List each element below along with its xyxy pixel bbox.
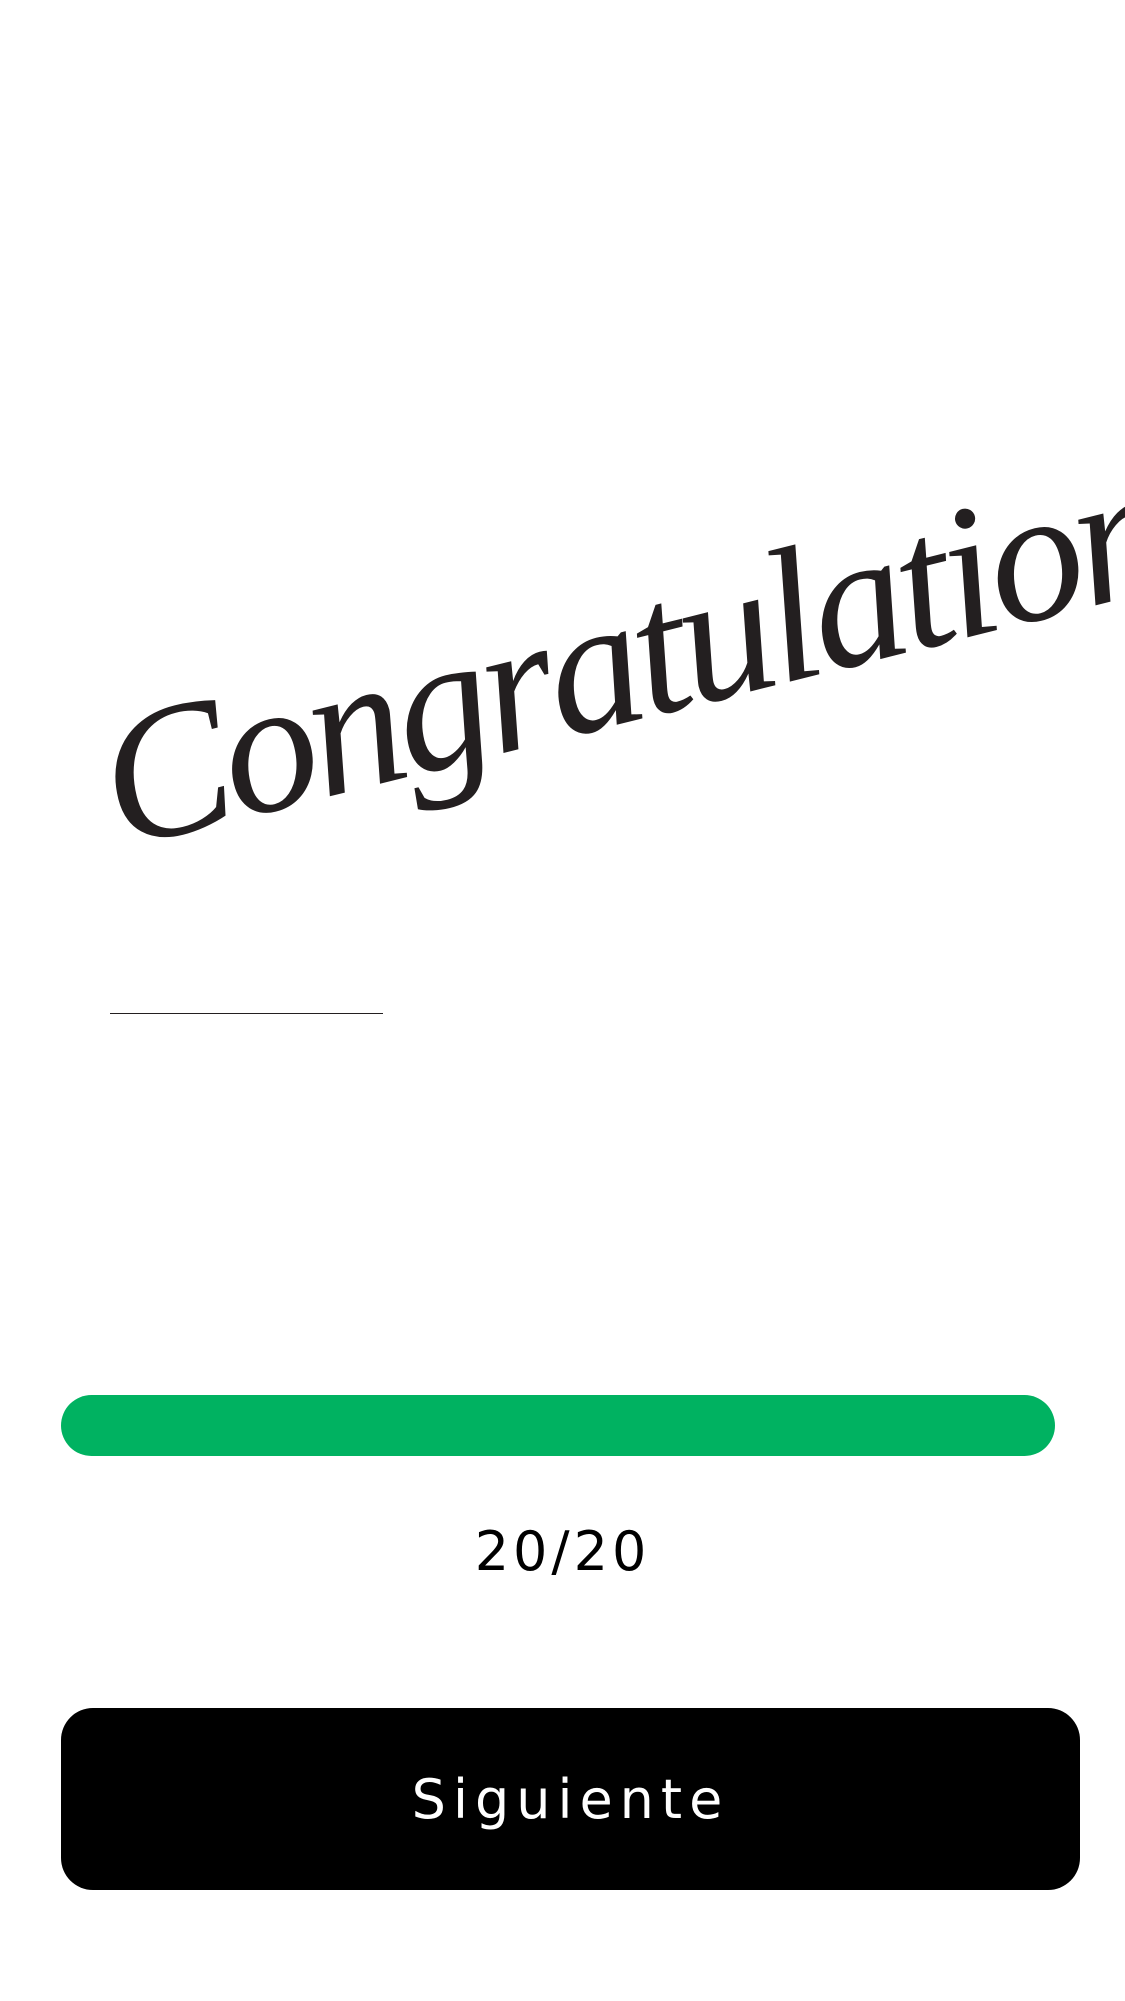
- progress-label: 20/20: [474, 1520, 651, 1583]
- headline-underline: [110, 1013, 383, 1014]
- progress-bar: [61, 1395, 1055, 1456]
- button-label: Siguiente: [411, 1767, 730, 1831]
- next-button[interactable]: Siguiente: [61, 1708, 1080, 1890]
- headline: Congratulations: [79, 406, 1125, 890]
